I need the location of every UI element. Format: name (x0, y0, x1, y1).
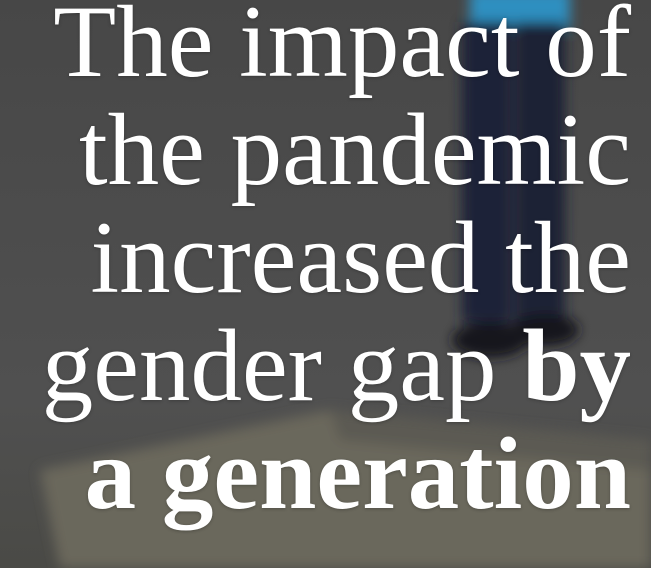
headline-text: The impact of (53, 0, 631, 99)
headline-line: the pandemic (0, 96, 631, 204)
headline-line: The impact of (0, 0, 631, 96)
headline-emphasis: by (522, 309, 631, 423)
headline-line: increased the (0, 204, 631, 312)
page: The impact ofthe pandemicincreased thege… (0, 0, 651, 568)
headline-text: increased the (91, 201, 631, 315)
headline-line: a generation (0, 420, 631, 528)
headline-text: the pandemic (79, 93, 631, 207)
headline-emphasis: a generation (85, 417, 631, 531)
headline-text: gender gap (42, 309, 497, 423)
